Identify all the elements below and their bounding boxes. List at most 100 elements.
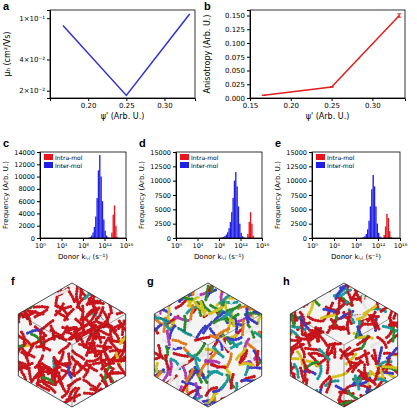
molecule-strand: [284, 300, 294, 312]
molecule-strand: [59, 278, 62, 294]
x-axis: 10⁰10⁴10⁸10¹²10¹⁶: [35, 238, 134, 250]
legend-label: Intra-mol: [327, 154, 355, 161]
molecule-strand: [405, 357, 417, 361]
error-cap: [262, 95, 266, 96]
tick-mark: [173, 195, 176, 196]
molecule-strand: [159, 389, 174, 394]
tick: 10⁰: [171, 238, 182, 250]
legend: Intra-molInter-mol: [180, 154, 219, 169]
bar: [227, 232, 228, 238]
molecule-strand: [234, 399, 246, 410]
molecule-strand: [166, 392, 175, 405]
figure: 0.200.250.301×10⁻¹4×10⁻²2×10⁻²ψ' (Arb. U…: [0, 0, 417, 412]
box-edge: [208, 314, 262, 345]
molecule-strand: [148, 395, 163, 400]
molecule-strand: [240, 363, 256, 365]
tick-mark: [37, 177, 40, 178]
molecule-strand: [0, 384, 15, 390]
molecule-strand: [261, 323, 273, 332]
error-bar: [330, 87, 334, 88]
series: [384, 214, 392, 238]
bar: [100, 177, 101, 238]
tick-label: 10⁰: [307, 242, 318, 250]
molecule-strand: [255, 301, 268, 310]
render-background: [290, 283, 397, 407]
tick-label: 6000: [18, 198, 35, 206]
tick: 0.100: [225, 40, 250, 48]
molecule-strand: [292, 312, 295, 328]
molecule-strand: [100, 285, 112, 295]
line: [63, 14, 190, 96]
tick: 7500: [290, 192, 312, 200]
bar: [232, 198, 233, 238]
panel-letter: e: [275, 137, 281, 149]
molecule-strand: [119, 333, 130, 345]
molecule-strand: [235, 404, 250, 408]
molecule-strand: [197, 325, 207, 337]
tick-label: 10⁸: [78, 242, 89, 250]
molecule-strand: [400, 292, 414, 299]
molecule-strand: [12, 364, 18, 378]
molecular-render: g: [132, 269, 285, 412]
molecule-strand: [128, 373, 132, 388]
molecule-strand: [316, 272, 328, 283]
molecule-strand: [305, 273, 309, 288]
molecule-strand: [400, 371, 404, 386]
bar: [249, 222, 250, 238]
molecule-strand: [34, 406, 46, 412]
bar: [386, 214, 387, 238]
molecule-strand: [222, 374, 229, 388]
molecule-strand: [187, 367, 193, 381]
tick-mark: [291, 98, 292, 101]
molecule-strand: [163, 367, 168, 382]
tick: 10¹²: [98, 238, 112, 250]
molecule-strand: [392, 300, 407, 304]
bar: [92, 232, 93, 238]
molecule-strand: [320, 349, 331, 360]
tick-mark: [37, 226, 40, 227]
molecule-strand: [391, 286, 401, 298]
molecule-strand: [243, 319, 244, 335]
tick: 15000: [150, 149, 176, 157]
box-outline: [154, 283, 261, 407]
tick: 12500: [286, 163, 312, 171]
tick-label: 0: [167, 235, 171, 243]
bar: [371, 189, 372, 238]
molecule-strand: [399, 336, 403, 351]
tick: 0.075: [225, 53, 250, 61]
molecule-strand: [355, 374, 359, 389]
molecule-strand: [148, 349, 153, 364]
tick-label: 12500: [150, 163, 171, 171]
tick-label: 10000: [286, 177, 307, 185]
molecule-strand: [147, 405, 158, 412]
tick-label: 5000: [154, 206, 171, 214]
molecule-strand: [129, 377, 144, 382]
bar: [374, 186, 375, 238]
molecule-strand: [44, 400, 60, 403]
molecule-strand: [290, 385, 299, 398]
molecule-strand: [285, 358, 301, 359]
tick-mark: [198, 238, 199, 241]
box-edge: [72, 345, 73, 407]
molecule-strand: [251, 386, 258, 401]
molecule-strand: [304, 288, 318, 296]
tick-label: 10⁸: [214, 242, 225, 250]
molecule-strand: [296, 290, 309, 299]
molecule-strand: [244, 326, 258, 333]
box-edge: [344, 345, 345, 407]
tick: 10000: [286, 177, 312, 185]
molecule-strand: [184, 314, 186, 330]
molecule-strand: [26, 344, 34, 358]
tick-label: 0.25: [324, 102, 340, 110]
tick-label: 2500: [154, 220, 171, 228]
molecule-strand: [299, 403, 305, 412]
plot-area: [262, 14, 401, 95]
tick-mark: [247, 43, 250, 44]
molecule-strand: [295, 336, 310, 340]
molecule-strand: [381, 302, 394, 311]
molecule-strand: [105, 369, 112, 383]
tick-mark: [309, 238, 312, 239]
molecule-strand: [247, 288, 261, 295]
molecule-strand: [131, 405, 146, 408]
molecule-strand: [309, 283, 318, 295]
